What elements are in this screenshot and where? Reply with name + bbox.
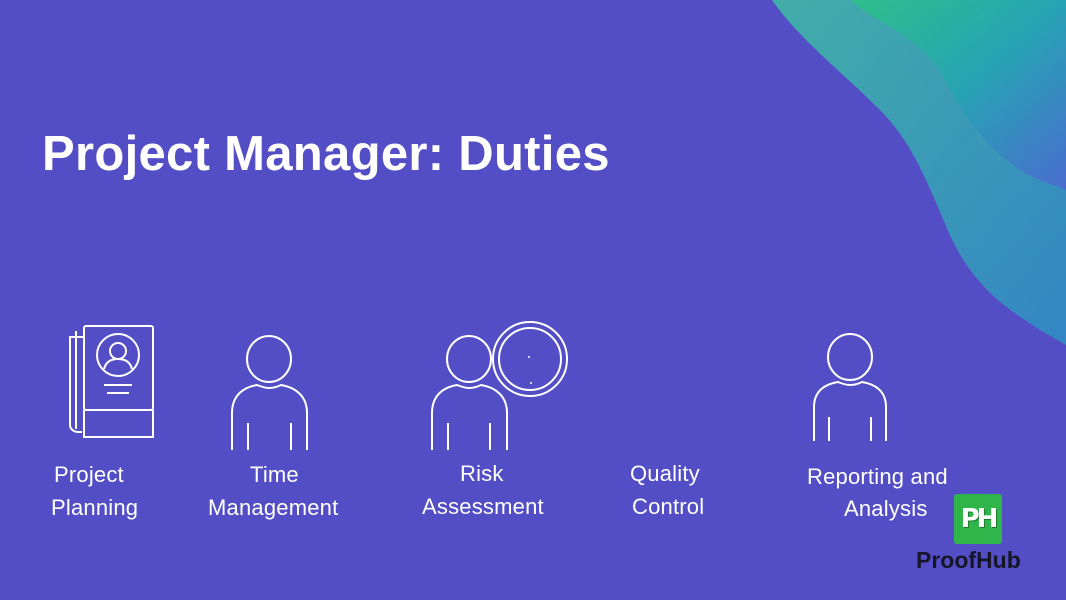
duty-label-line1: Project	[54, 462, 124, 487]
duty-label-line1: Time	[250, 462, 299, 487]
duty-label-line2: Assessment	[422, 494, 544, 519]
person-icon	[231, 335, 308, 450]
duty-label-line1: Reporting and	[807, 464, 948, 489]
proofhub-badge-icon: PH	[954, 494, 1002, 544]
profile-document-icon	[69, 325, 154, 438]
duty-label-line1: Quality	[630, 461, 700, 486]
duty-label-line2: Planning	[51, 495, 139, 520]
duty-label-line2: Control	[632, 494, 705, 519]
proofhub-logo: PH ProofHub	[912, 492, 1052, 584]
duty-label-line2: Analysis	[844, 496, 928, 521]
duty-label-line2: Management	[208, 495, 339, 520]
person-with-clock-icon	[431, 321, 568, 450]
person-icon	[813, 333, 887, 441]
slide-title: Project Manager: Duties	[42, 127, 610, 181]
duty-label-line1: Risk	[460, 461, 504, 486]
proofhub-wordmark: ProofHub	[916, 547, 1021, 573]
